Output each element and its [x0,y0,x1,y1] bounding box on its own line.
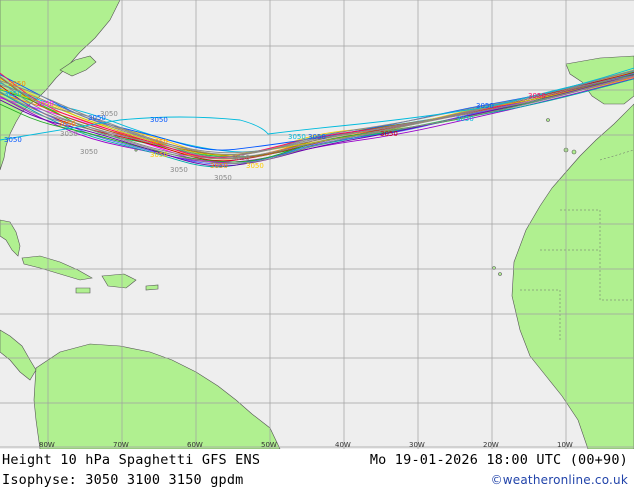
contour-label: 3050 [80,148,98,156]
contour-label: 3050 [58,120,76,128]
footer-bar: Height 10 hPa Spaghetti GFS ENS Mo 19-01… [0,449,634,490]
contour-label: 3050 [150,151,168,159]
contour-label: 3050 [170,166,188,174]
contour-label: 3050 [288,133,306,141]
nova-scotia-land [59,55,97,77]
map-title: Height 10 hPa Spaghetti GFS ENS [2,452,261,468]
hispaniola-land [101,273,137,289]
ensemble-contours [0,67,634,168]
map-valid-time: Mo 19-01-2026 18:00 UTC (00+90) [369,452,628,468]
florida-land [0,219,21,257]
longitude-label: 10W [557,441,573,449]
ensemble-member-line [0,67,634,141]
africa-land [511,103,634,449]
contour-label: 3050 [88,114,106,122]
contour-label: 3050 [8,80,26,88]
contour-label: 3050 [4,136,22,144]
weather-map: 3050305030503050305030503050305030503050… [0,0,634,449]
longitude-label: 80W [39,441,55,449]
contour-label: 3050 [456,115,474,123]
south-america-land [33,343,281,449]
contour-label: 3050 [380,130,398,138]
contour-label: 3050 [150,116,168,124]
madeira-island [546,118,550,122]
cuba-land [21,255,93,281]
ensemble-member-line [0,75,634,159]
contour-label: 3050 [150,138,168,146]
contour-label: 3050 [36,100,54,108]
longitude-label: 50W [261,441,277,449]
contour-label: 3050 [528,92,546,100]
land-masses [0,0,634,449]
longitude-label-group: 80W 70W 60W 50W 40W 30W 20W 10W [39,441,573,449]
ensemble-member-line [0,75,634,164]
contour-label: 3050 [60,130,78,138]
longitude-label: 20W [483,441,499,449]
contour-label: 3050 [246,162,264,170]
contour-label: 3050 [232,154,250,162]
puerto-rico-land [145,284,159,291]
isophyse-levels: Isophyse: 3050 3100 3150 gpdm [2,472,244,488]
contour-label: 3050 [100,110,118,118]
longitude-label: 30W [409,441,425,449]
contour-label-group: 3050305030503050305030503050305030503050… [4,80,546,182]
contour-label: 3050 [4,90,22,98]
country-borders [520,149,634,340]
longitude-label: 70W [113,441,129,449]
jamaica-land [75,287,91,294]
longitude-label: 60W [187,441,203,449]
contour-label: 3050 [210,162,228,170]
credit-link[interactable]: ©weatheronline.co.uk [490,473,628,487]
contour-label: 3050 [214,174,232,182]
contour-label: 3050 [476,102,494,110]
contour-label: 3050 [308,133,326,141]
central-america-land [0,329,37,381]
longitude-label: 40W [335,441,351,449]
cape-verde-island [498,272,502,276]
canary-island [571,149,577,155]
